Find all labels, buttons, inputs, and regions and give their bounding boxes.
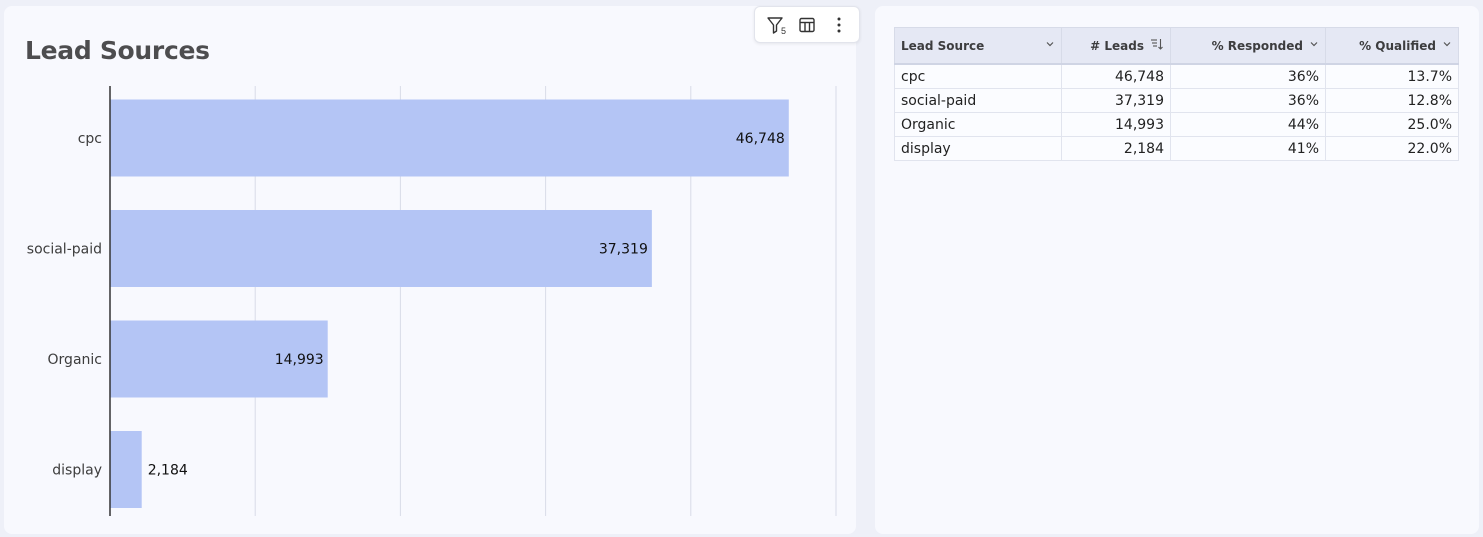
column-header-lead-source[interactable]: Lead Source	[894, 27, 1062, 65]
lead-sources-table-card: Lead Source # Leads	[875, 6, 1479, 534]
bar-chart: cpc 46,748 social-paid 37,319 Organic 14,993 d…	[27, 86, 837, 516]
category-label: Organic	[48, 352, 102, 368]
table-row[interactable]: Organic 14,993 44% 25.0%	[894, 112, 1459, 137]
filter-icon	[766, 15, 784, 35]
table-row[interactable]: cpc 46,748 36% 13.7%	[894, 63, 1459, 89]
table-row[interactable]: display 2,184 41% 22.0%	[894, 136, 1459, 161]
value-label: 2,184	[148, 463, 188, 479]
more-options-button[interactable]	[825, 11, 853, 39]
category-label: display	[52, 463, 102, 479]
cell-lead-source: Organic	[894, 112, 1062, 137]
column-header-leads[interactable]: # Leads	[1061, 27, 1171, 65]
sort-descending-icon	[1150, 38, 1164, 53]
cell-leads: 2,184	[1061, 136, 1171, 161]
column-header-qualified[interactable]: % Qualified	[1325, 27, 1459, 65]
chevron-down-icon	[1442, 39, 1452, 52]
bar-social-paid[interactable]	[110, 210, 652, 287]
cell-qualified: 22.0%	[1325, 136, 1459, 161]
table-layout-icon	[798, 16, 816, 34]
category-label: social-paid	[27, 242, 102, 258]
lead-sources-chart-card: Lead Sources 5	[4, 6, 860, 534]
table-view-button[interactable]	[793, 11, 821, 39]
chevron-down-icon	[1045, 39, 1055, 52]
cell-leads: 37,319	[1061, 88, 1171, 113]
cell-lead-source: social-paid	[894, 88, 1062, 113]
chevron-down-icon	[1309, 39, 1319, 52]
filter-button[interactable]: 5	[761, 11, 789, 39]
more-vertical-icon	[836, 16, 842, 34]
cell-responded: 36%	[1170, 88, 1326, 113]
chart-toolbar: 5	[754, 6, 860, 43]
value-label: 14,993	[275, 352, 324, 368]
cell-lead-source: display	[894, 136, 1062, 161]
filter-count-badge: 5	[780, 25, 786, 36]
cell-qualified: 25.0%	[1325, 112, 1459, 137]
category-label: cpc	[78, 131, 102, 147]
cell-responded: 41%	[1170, 136, 1326, 161]
bar-organic[interactable]	[110, 320, 328, 398]
column-header-label: Lead Source	[901, 38, 985, 53]
cell-leads: 46,748	[1061, 63, 1171, 89]
column-header-responded[interactable]: % Responded	[1170, 27, 1326, 65]
column-header-label: # Leads	[1090, 38, 1144, 53]
value-label: 37,319	[599, 242, 648, 258]
bar-cpc[interactable]	[110, 99, 789, 177]
cell-qualified: 13.7%	[1325, 63, 1459, 89]
column-header-label: % Qualified	[1359, 38, 1436, 53]
cell-responded: 44%	[1170, 112, 1326, 137]
cell-lead-source: cpc	[894, 63, 1062, 89]
column-header-label: % Responded	[1211, 38, 1303, 53]
lead-sources-table: Lead Source # Leads	[894, 27, 1459, 161]
table-row[interactable]: social-paid 37,319 36% 12.8%	[894, 88, 1459, 113]
table-header-row: Lead Source # Leads	[894, 27, 1459, 65]
bar-display[interactable]	[110, 431, 142, 508]
bars: cpc 46,748 social-paid 37,319 Organic 14,993 d…	[27, 99, 789, 508]
value-label: 46,748	[736, 131, 785, 147]
cell-leads: 14,993	[1061, 112, 1171, 137]
cell-responded: 36%	[1170, 63, 1326, 89]
chart-title: Lead Sources	[25, 36, 210, 65]
cell-qualified: 12.8%	[1325, 88, 1459, 113]
